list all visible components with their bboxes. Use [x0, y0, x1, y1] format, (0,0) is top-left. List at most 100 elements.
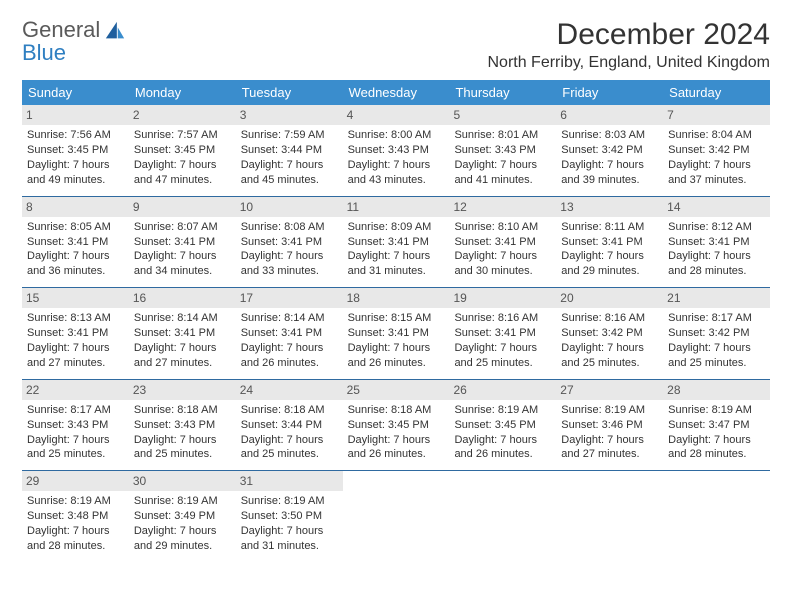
day-line: Sunset: 3:44 PM: [241, 143, 338, 158]
logo: General Blue: [22, 18, 126, 64]
week-row: 1Sunrise: 7:56 AMSunset: 3:45 PMDaylight…: [22, 105, 770, 197]
day-line: Daylight: 7 hours: [668, 158, 765, 173]
day-line: and 47 minutes.: [134, 173, 231, 188]
day-details: Sunrise: 8:10 AMSunset: 3:41 PMDaylight:…: [454, 220, 551, 279]
day-line: Sunset: 3:42 PM: [668, 326, 765, 341]
day-details: Sunrise: 8:18 AMSunset: 3:43 PMDaylight:…: [134, 403, 231, 462]
day-header: Monday: [129, 80, 236, 105]
day-number: 17: [236, 288, 343, 308]
day-line: Daylight: 7 hours: [454, 433, 551, 448]
day-line: Daylight: 7 hours: [241, 249, 338, 264]
day-line: and 27 minutes.: [134, 356, 231, 371]
day-line: and 33 minutes.: [241, 264, 338, 279]
day-line: and 26 minutes.: [348, 356, 445, 371]
day-line: and 29 minutes.: [134, 539, 231, 554]
day-line: Sunrise: 8:08 AM: [241, 220, 338, 235]
day-line: Daylight: 7 hours: [27, 158, 124, 173]
day-line: Sunrise: 8:04 AM: [668, 128, 765, 143]
day-cell: 27Sunrise: 8:19 AMSunset: 3:46 PMDayligh…: [556, 380, 663, 471]
day-cell: 29Sunrise: 8:19 AMSunset: 3:48 PMDayligh…: [22, 471, 129, 562]
day-cell: 20Sunrise: 8:16 AMSunset: 3:42 PMDayligh…: [556, 288, 663, 379]
day-cell: [556, 471, 663, 562]
day-cell: 6Sunrise: 8:03 AMSunset: 3:42 PMDaylight…: [556, 105, 663, 196]
day-line: and 45 minutes.: [241, 173, 338, 188]
day-line: Sunrise: 8:13 AM: [27, 311, 124, 326]
week-row: 8Sunrise: 8:05 AMSunset: 3:41 PMDaylight…: [22, 197, 770, 289]
day-details: Sunrise: 8:18 AMSunset: 3:44 PMDaylight:…: [241, 403, 338, 462]
day-line: Sunset: 3:45 PM: [134, 143, 231, 158]
day-line: Sunrise: 8:11 AM: [561, 220, 658, 235]
day-line: Sunset: 3:41 PM: [134, 326, 231, 341]
day-number: 1: [22, 105, 129, 125]
day-line: Sunrise: 8:19 AM: [668, 403, 765, 418]
day-line: Sunset: 3:45 PM: [348, 418, 445, 433]
day-cell: 8Sunrise: 8:05 AMSunset: 3:41 PMDaylight…: [22, 197, 129, 288]
day-line: Sunrise: 8:18 AM: [348, 403, 445, 418]
day-line: Daylight: 7 hours: [668, 433, 765, 448]
day-cell: 3Sunrise: 7:59 AMSunset: 3:44 PMDaylight…: [236, 105, 343, 196]
day-line: Daylight: 7 hours: [134, 433, 231, 448]
day-cell: 7Sunrise: 8:04 AMSunset: 3:42 PMDaylight…: [663, 105, 770, 196]
day-line: Sunrise: 8:00 AM: [348, 128, 445, 143]
day-line: Sunrise: 8:16 AM: [454, 311, 551, 326]
day-cell: [663, 471, 770, 562]
day-number: 29: [22, 471, 129, 491]
day-details: Sunrise: 8:16 AMSunset: 3:41 PMDaylight:…: [454, 311, 551, 370]
day-details: Sunrise: 8:19 AMSunset: 3:47 PMDaylight:…: [668, 403, 765, 462]
day-line: and 25 minutes.: [454, 356, 551, 371]
day-cell: 25Sunrise: 8:18 AMSunset: 3:45 PMDayligh…: [343, 380, 450, 471]
day-line: Daylight: 7 hours: [134, 524, 231, 539]
day-line: and 39 minutes.: [561, 173, 658, 188]
day-details: Sunrise: 7:56 AMSunset: 3:45 PMDaylight:…: [27, 128, 124, 187]
logo-text: General Blue: [22, 18, 100, 64]
day-line: Daylight: 7 hours: [561, 341, 658, 356]
day-line: Sunrise: 7:57 AM: [134, 128, 231, 143]
day-line: Sunrise: 8:03 AM: [561, 128, 658, 143]
day-line: and 28 minutes.: [668, 264, 765, 279]
day-line: Sunset: 3:47 PM: [668, 418, 765, 433]
day-line: and 37 minutes.: [668, 173, 765, 188]
day-line: Sunrise: 8:10 AM: [454, 220, 551, 235]
day-details: Sunrise: 8:15 AMSunset: 3:41 PMDaylight:…: [348, 311, 445, 370]
day-line: Daylight: 7 hours: [241, 341, 338, 356]
day-cell: 26Sunrise: 8:19 AMSunset: 3:45 PMDayligh…: [449, 380, 556, 471]
day-header: Tuesday: [236, 80, 343, 105]
day-number: 4: [343, 105, 450, 125]
day-header-row: SundayMondayTuesdayWednesdayThursdayFrid…: [22, 80, 770, 105]
day-line: Sunrise: 8:19 AM: [561, 403, 658, 418]
day-line: Sunrise: 8:17 AM: [668, 311, 765, 326]
logo-sail-icon: [104, 20, 126, 42]
day-number: 22: [22, 380, 129, 400]
calendar: SundayMondayTuesdayWednesdayThursdayFrid…: [22, 80, 770, 562]
day-details: Sunrise: 7:57 AMSunset: 3:45 PMDaylight:…: [134, 128, 231, 187]
day-cell: 23Sunrise: 8:18 AMSunset: 3:43 PMDayligh…: [129, 380, 236, 471]
day-header: Wednesday: [343, 80, 450, 105]
day-details: Sunrise: 8:19 AMSunset: 3:50 PMDaylight:…: [241, 494, 338, 553]
day-cell: 14Sunrise: 8:12 AMSunset: 3:41 PMDayligh…: [663, 197, 770, 288]
day-line: Daylight: 7 hours: [454, 158, 551, 173]
day-line: and 25 minutes.: [27, 447, 124, 462]
day-header: Saturday: [663, 80, 770, 105]
day-line: Daylight: 7 hours: [561, 158, 658, 173]
day-details: Sunrise: 8:05 AMSunset: 3:41 PMDaylight:…: [27, 220, 124, 279]
day-cell: 11Sunrise: 8:09 AMSunset: 3:41 PMDayligh…: [343, 197, 450, 288]
day-line: Sunset: 3:50 PM: [241, 509, 338, 524]
day-line: Sunset: 3:43 PM: [454, 143, 551, 158]
day-cell: 12Sunrise: 8:10 AMSunset: 3:41 PMDayligh…: [449, 197, 556, 288]
day-line: Sunrise: 8:18 AM: [241, 403, 338, 418]
day-line: and 25 minutes.: [241, 447, 338, 462]
day-line: Sunset: 3:43 PM: [134, 418, 231, 433]
day-details: Sunrise: 8:03 AMSunset: 3:42 PMDaylight:…: [561, 128, 658, 187]
day-line: Sunset: 3:41 PM: [668, 235, 765, 250]
header: General Blue December 2024 North Ferriby…: [22, 18, 770, 72]
day-line: Daylight: 7 hours: [348, 341, 445, 356]
day-number: 15: [22, 288, 129, 308]
day-cell: 13Sunrise: 8:11 AMSunset: 3:41 PMDayligh…: [556, 197, 663, 288]
day-cell: 30Sunrise: 8:19 AMSunset: 3:49 PMDayligh…: [129, 471, 236, 562]
day-line: and 26 minutes.: [348, 447, 445, 462]
day-line: Sunrise: 7:56 AM: [27, 128, 124, 143]
day-cell: 21Sunrise: 8:17 AMSunset: 3:42 PMDayligh…: [663, 288, 770, 379]
day-line: Daylight: 7 hours: [348, 158, 445, 173]
day-line: Sunset: 3:41 PM: [27, 326, 124, 341]
day-line: Daylight: 7 hours: [241, 433, 338, 448]
